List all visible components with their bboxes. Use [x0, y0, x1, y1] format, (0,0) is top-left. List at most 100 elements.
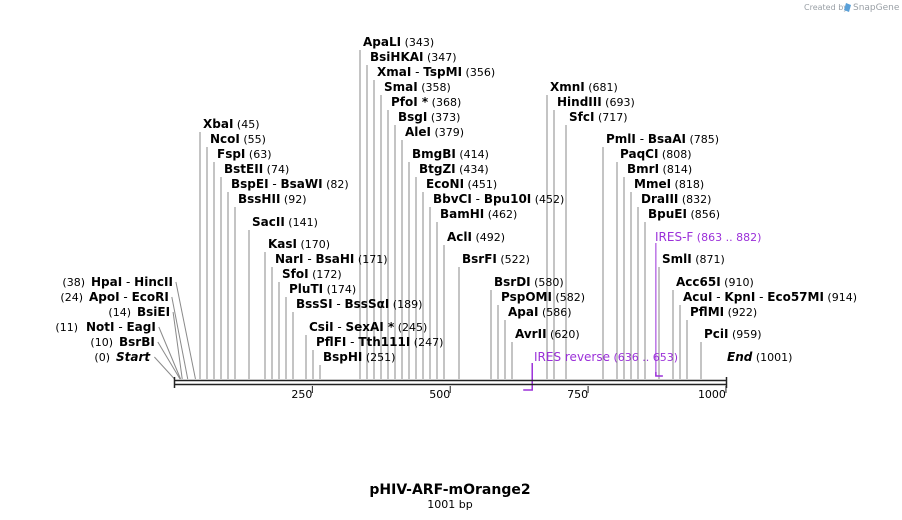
site-sacii[interactable]: SacII (141): [252, 215, 318, 229]
site-pluti[interactable]: PluTI (174): [289, 282, 356, 296]
site-name: BpuEI: [648, 207, 687, 221]
site-bspei[interactable]: BspEI - BsaWI (82): [231, 177, 349, 191]
site-sfci[interactable]: SfcI (717): [569, 110, 628, 124]
site-acli[interactable]: AclI (492): [447, 230, 505, 244]
site-end[interactable]: End (1001): [727, 350, 792, 364]
site-position: (379): [431, 126, 464, 139]
site-position: (492): [472, 231, 505, 244]
site-acc65i[interactable]: Acc65I (910): [676, 275, 754, 289]
separator: -: [346, 335, 358, 349]
site-label-bamhi: BamHI (462): [440, 207, 517, 221]
site-bsteii[interactable]: BstEII (74): [224, 162, 289, 176]
primer-name: IRES reverse: [534, 350, 610, 364]
site-bmri[interactable]: BmrI (814): [627, 162, 692, 176]
site-bsphi[interactable]: BspHI (251): [323, 350, 395, 364]
site-name: BmgBI: [412, 147, 456, 161]
site-label-bpuei: BpuEI (856): [648, 207, 720, 221]
site-position: (452): [531, 193, 564, 206]
site-hindiii[interactable]: HindIII (693): [557, 95, 635, 109]
site-name: BspEI: [231, 177, 269, 191]
primer-ires-f[interactable]: IRES-F (863 .. 882): [655, 230, 761, 377]
site-alei[interactable]: AleI (379): [405, 125, 464, 139]
site-paqci[interactable]: PaqCI (808): [620, 147, 692, 161]
site-sfoi[interactable]: SfoI (172): [282, 267, 342, 281]
site-label-pluti: PluTI (174): [289, 282, 356, 296]
site-start[interactable]: Start (0): [94, 350, 151, 364]
site-bsgi[interactable]: BsgI (373): [398, 110, 460, 124]
site-name: XbaI: [203, 117, 233, 131]
site-labels: BsrBI (10) NotI - EagI (11) BsiEI (14) ApoI - …: [55, 35, 857, 364]
site-name: SmlI: [662, 252, 692, 266]
separator: -: [472, 192, 484, 206]
site-name: BsiEI: [137, 305, 170, 319]
site-position: (580): [531, 276, 564, 289]
site-label-hpai: HpaI - HincII: [91, 275, 173, 289]
site-position: (914): [824, 291, 857, 304]
site-pmli[interactable]: PmlI - BsaAI (785): [606, 132, 719, 146]
site-bmgbi[interactable]: BmgBI (414): [412, 147, 489, 161]
site-noti[interactable]: NotI - EagI (11): [55, 320, 155, 334]
site-kasi[interactable]: KasI (170): [268, 237, 330, 251]
site-smai[interactable]: SmaI (358): [384, 80, 451, 94]
site-nari[interactable]: NarI - BsaHI (171): [275, 252, 387, 266]
site-label-acc65i: Acc65I (910): [676, 275, 754, 289]
site-bsssi[interactable]: BssSI - BssSαI (189): [296, 297, 422, 311]
site-btgzi[interactable]: BtgZI (434): [419, 162, 489, 176]
site-isoschizomer: SexAI *: [346, 320, 395, 334]
site-pfoi[interactable]: PfoI * (368): [391, 95, 461, 109]
site-bsrfi[interactable]: BsrFI (522): [462, 252, 530, 266]
tick-label: 500: [429, 388, 450, 401]
site-bbvci[interactable]: BbvCI - Bpu10I (452): [433, 192, 564, 206]
site-label-bsrfi: BsrFI (522): [462, 252, 530, 266]
site-hpai[interactable]: HpaI - HincII (38): [62, 275, 173, 289]
site-econi[interactable]: EcoNI (451): [426, 177, 497, 191]
site-pflmi[interactable]: PflMI (922): [690, 305, 757, 319]
site-acui[interactable]: AcuI - KpnI - Eco57MI (914): [683, 290, 857, 304]
site-avrii[interactable]: AvrII (620): [515, 327, 580, 341]
leader-apoi: [171, 296, 189, 380]
site-position: (451): [464, 178, 497, 191]
site-smli[interactable]: SmlI (871): [662, 252, 725, 266]
site-pcii[interactable]: PciI (959): [704, 327, 762, 341]
site-xmni[interactable]: XmnI (681): [550, 80, 618, 94]
site-position: (247): [410, 336, 443, 349]
leader-hpai: [175, 281, 196, 380]
site-xbai[interactable]: XbaI (45): [203, 117, 259, 131]
site-pflfi[interactable]: PflFI - Tth111I (247): [316, 335, 443, 349]
site-bsiei[interactable]: BsiEI (14): [108, 305, 170, 319]
site-name: ApaI: [508, 305, 538, 319]
site-name: ApoI: [89, 290, 120, 304]
site-bpuei[interactable]: BpuEI (856): [648, 207, 720, 221]
site-bsihkai[interactable]: BsiHKAI (347): [370, 50, 457, 64]
site-draiii[interactable]: DraIII (832): [641, 192, 711, 206]
credit-brand: SnapGene: [853, 3, 900, 13]
site-name: BsgI: [398, 110, 427, 124]
site-name: BtgZI: [419, 162, 456, 176]
site-apali[interactable]: ApaLI (343): [363, 35, 434, 49]
site-label-kasi: KasI (170): [268, 237, 330, 251]
site-bamhi[interactable]: BamHI (462): [440, 207, 517, 221]
site-pspomi[interactable]: PspOMI (582): [501, 290, 585, 304]
site-ncoi[interactable]: NcoI (55): [210, 132, 266, 146]
site-isoschizomer: BsaHI: [316, 252, 355, 266]
site-bsshii[interactable]: BssHII (92): [238, 192, 306, 206]
site-csii[interactable]: CsiI - SexAI * (245): [309, 320, 427, 334]
site-bsrbi[interactable]: BsrBI (10): [90, 335, 154, 349]
site-xmai[interactable]: XmaI - TspMI (356): [377, 65, 495, 79]
site-bsrdi[interactable]: BsrDI (580): [494, 275, 564, 289]
site-mmei[interactable]: MmeI (818): [634, 177, 704, 191]
site-label-smai: SmaI (358): [384, 80, 451, 94]
site-position: (63): [245, 148, 271, 161]
separator: -: [115, 320, 127, 334]
site-name: NotI: [86, 320, 115, 334]
site-apai[interactable]: ApaI (586): [508, 305, 572, 319]
site-label-bspei: BspEI - BsaWI (82): [231, 177, 349, 191]
site-position: (832): [678, 193, 711, 206]
primer-ires-reverse[interactable]: IRES reverse (636 .. 653): [523, 350, 678, 391]
site-isoschizomer: Tth111I: [358, 335, 410, 349]
site-apoi[interactable]: ApoI - EcoRI (24): [60, 290, 168, 304]
site-label-paqci: PaqCI (808): [620, 147, 692, 161]
site-fspi[interactable]: FspI (63): [217, 147, 271, 161]
site-label-sfoi: SfoI (172): [282, 267, 342, 281]
site-isoschizomer: BsaWI: [281, 177, 323, 191]
